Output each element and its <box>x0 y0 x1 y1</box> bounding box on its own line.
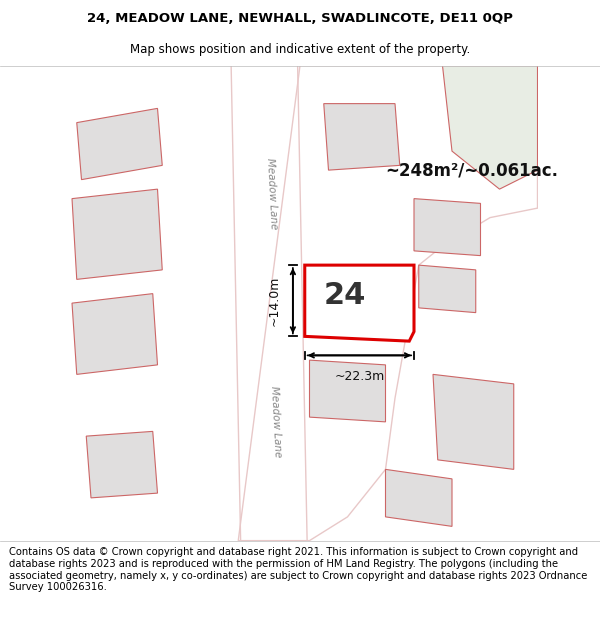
Polygon shape <box>386 469 452 526</box>
Polygon shape <box>433 374 514 469</box>
Polygon shape <box>310 360 386 422</box>
Text: ~14.0m: ~14.0m <box>268 276 281 326</box>
Polygon shape <box>419 265 476 312</box>
Text: Contains OS data © Crown copyright and database right 2021. This information is : Contains OS data © Crown copyright and d… <box>9 548 587 592</box>
Polygon shape <box>86 431 157 498</box>
Text: Meadow Lane: Meadow Lane <box>269 386 283 458</box>
Text: 24, MEADOW LANE, NEWHALL, SWADLINCOTE, DE11 0QP: 24, MEADOW LANE, NEWHALL, SWADLINCOTE, D… <box>87 12 513 25</box>
Text: Meadow Lane: Meadow Lane <box>265 158 278 230</box>
Polygon shape <box>324 104 400 170</box>
Text: Map shows position and indicative extent of the property.: Map shows position and indicative extent… <box>130 42 470 56</box>
Polygon shape <box>72 294 157 374</box>
Polygon shape <box>229 66 310 541</box>
Text: ~22.3m: ~22.3m <box>334 369 385 382</box>
Polygon shape <box>77 108 162 179</box>
Text: 24: 24 <box>324 281 367 311</box>
Polygon shape <box>414 199 481 256</box>
Text: ~248m²/~0.061ac.: ~248m²/~0.061ac. <box>386 161 559 179</box>
Polygon shape <box>305 265 414 341</box>
Polygon shape <box>72 189 162 279</box>
Polygon shape <box>443 66 538 189</box>
